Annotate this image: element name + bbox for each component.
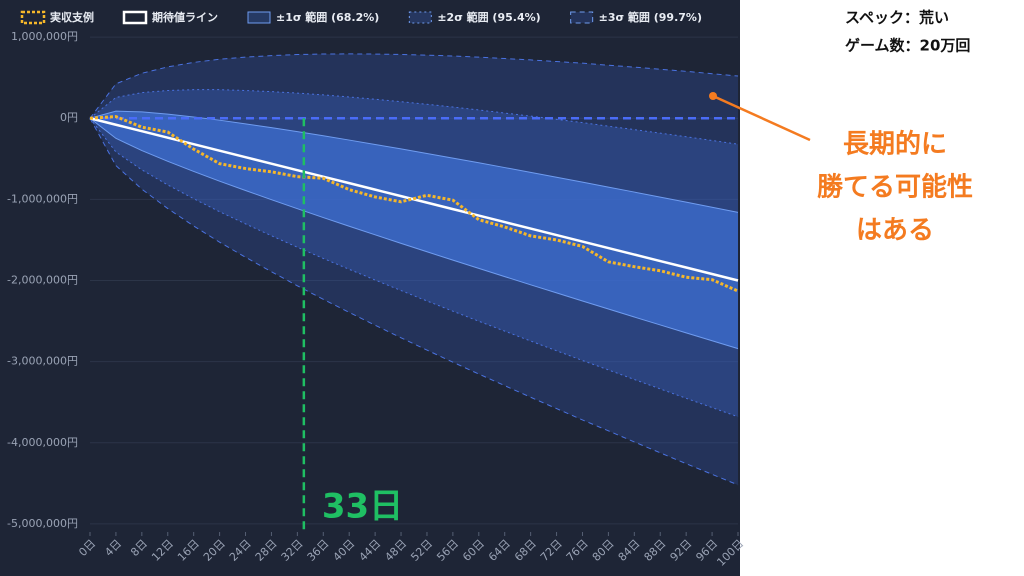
band-edge (89, 117, 739, 418)
y-tick-label: -1,000,000円 (7, 192, 78, 205)
legend-label: ±1σ 範囲 (68.2%) (276, 10, 379, 24)
band-area (90, 111, 738, 349)
legend-swatch (122, 10, 148, 25)
legend-label: 実収支例 (50, 10, 94, 24)
legend-label: 期待値ライン (152, 10, 218, 24)
band-edge (89, 118, 739, 486)
y-tick-label: 1,000,000円 (11, 30, 78, 43)
series-line (89, 115, 739, 293)
callout-line: はある (856, 216, 934, 246)
legend-swatch (247, 11, 271, 24)
spec-text: スペック：荒い (845, 9, 949, 27)
chart: 1,000,000円 0円 -1,000,000円 -2,000,000円 -3,000… (7, 10, 746, 569)
y-tick-label: -4,000,000円 (7, 436, 78, 449)
games-text: ゲーム数：20万回 (845, 37, 970, 55)
marker-label: 33日 (322, 487, 403, 527)
legend-label: ±3σ 範囲 (99.7%) (599, 10, 702, 24)
y-tick-label: -3,000,000円 (7, 355, 78, 368)
legend-swatch (570, 11, 594, 24)
band-edge (89, 89, 739, 145)
legend-label: ±2σ 範囲 (95.4%) (437, 10, 540, 24)
y-tick-label: -5,000,000円 (7, 517, 78, 530)
callout-dot (709, 92, 717, 100)
y-tick-label: -2,000,000円 (7, 274, 78, 287)
y-tick-label: 0円 (60, 111, 78, 124)
legend-swatch (408, 11, 432, 24)
band-edge (89, 117, 739, 350)
callout-line: 長期的に (843, 129, 947, 160)
band-edge (89, 53, 739, 119)
legend-swatch (20, 10, 46, 25)
callout-line: 勝てる可能性 (817, 172, 973, 203)
callout-arrow (712, 94, 811, 142)
